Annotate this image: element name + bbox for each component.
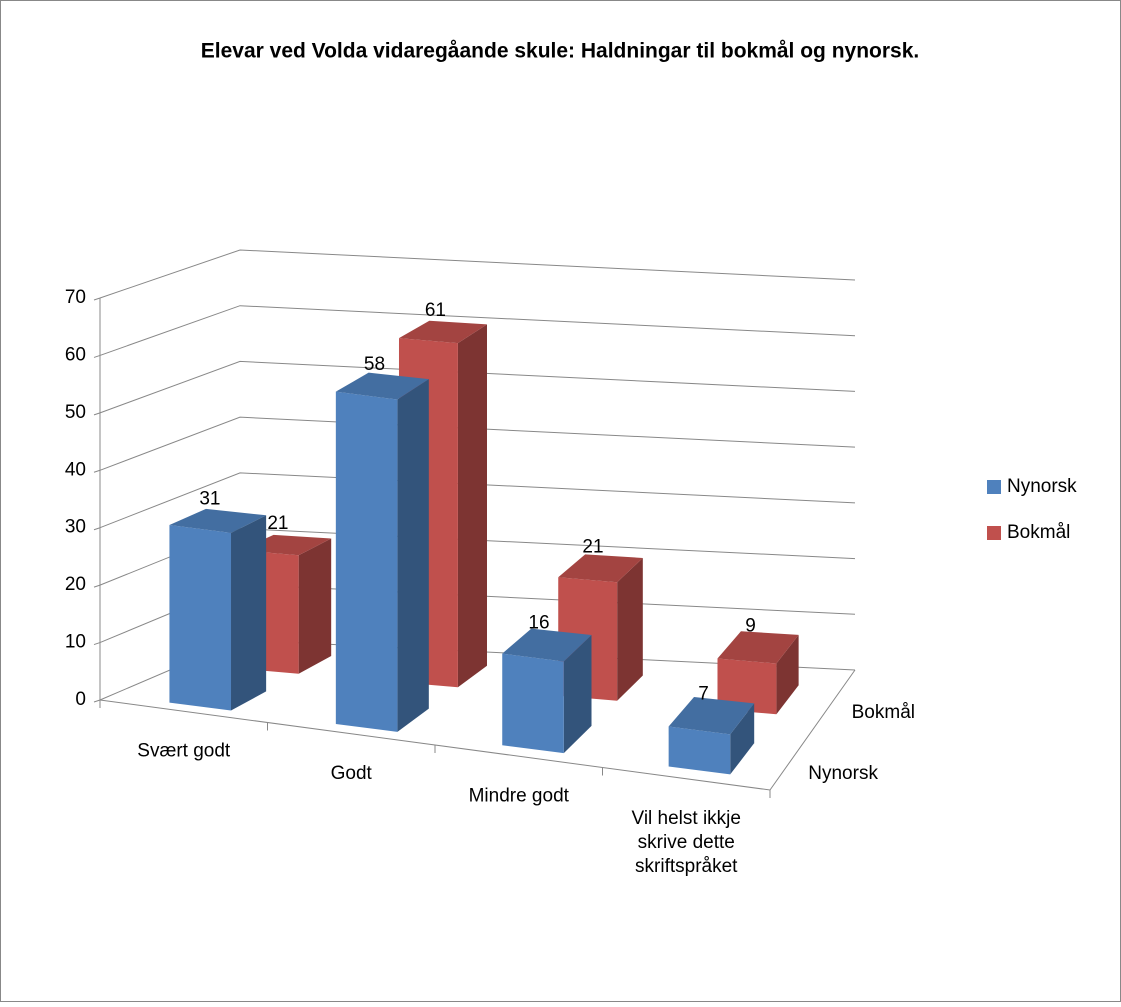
bar-side (231, 515, 267, 711)
bar-side (397, 379, 429, 732)
chart-title: Elevar ved Volda vidaregåande skule: Hal… (201, 40, 920, 63)
x-tick-label: Mindre godt (469, 785, 570, 806)
bar-side (617, 557, 643, 701)
bar-front (502, 653, 564, 754)
legend-label: Bokmål (1007, 522, 1070, 543)
bar-top (558, 554, 643, 583)
bar-front (717, 658, 777, 715)
value-label: 16 (528, 613, 549, 634)
legend-swatch (987, 526, 1001, 540)
y-tick-label: 0 (75, 689, 86, 710)
y-tick (93, 412, 101, 416)
y-tick-label: 20 (65, 574, 86, 595)
y-tick-label: 50 (65, 402, 86, 423)
y-tick (93, 527, 101, 531)
bar-side (730, 703, 755, 775)
depth-label: Nynorsk (808, 763, 878, 784)
bar-top (169, 508, 267, 533)
bar-side (457, 324, 487, 688)
bar-top (717, 631, 799, 664)
value-label: 7 (698, 683, 709, 704)
bar (335, 372, 429, 732)
x-tick-label: Svært godt (137, 740, 231, 761)
bar (169, 508, 267, 711)
grid-line (99, 360, 856, 414)
bar-top (668, 697, 755, 735)
bar (717, 631, 799, 715)
bar-side (298, 538, 332, 674)
value-label: 31 (199, 489, 220, 510)
y-tick (93, 297, 101, 301)
y-tick-label: 30 (65, 517, 86, 538)
legend-swatch (987, 480, 1001, 494)
bar-top (502, 628, 592, 662)
y-tick (93, 584, 101, 588)
y-tick (93, 699, 101, 703)
value-label: 21 (267, 513, 288, 534)
y-tick (93, 469, 101, 473)
y-tick (93, 642, 101, 646)
grid-line (99, 472, 856, 529)
legend-label: Nynorsk (1007, 476, 1077, 497)
bar (502, 628, 592, 754)
bar-front (335, 391, 398, 732)
grid-line (99, 249, 856, 299)
value-label: 21 (582, 536, 603, 557)
y-tick (93, 354, 101, 358)
value-label: 61 (425, 300, 446, 321)
y-tick-label: 40 (65, 459, 86, 480)
value-label: 9 (745, 615, 756, 636)
grid-line (99, 305, 856, 356)
x-tick-label: Godt (331, 763, 373, 784)
bar (668, 697, 755, 775)
bar-side (563, 634, 592, 754)
bar-front (169, 525, 232, 711)
bar-side (776, 634, 799, 715)
bar-front (668, 726, 731, 775)
y-tick-label: 10 (65, 632, 86, 653)
bar-top (335, 372, 429, 400)
bar-top (398, 320, 487, 344)
y-tick-label: 60 (65, 344, 86, 365)
depth-label: Bokmål (852, 702, 915, 723)
value-label: 58 (364, 354, 385, 375)
y-tick-label: 70 (65, 287, 86, 308)
grid-line (99, 416, 856, 471)
x-tick-label: Vil helst ikkje skrive dette skriftspråket (632, 808, 741, 877)
